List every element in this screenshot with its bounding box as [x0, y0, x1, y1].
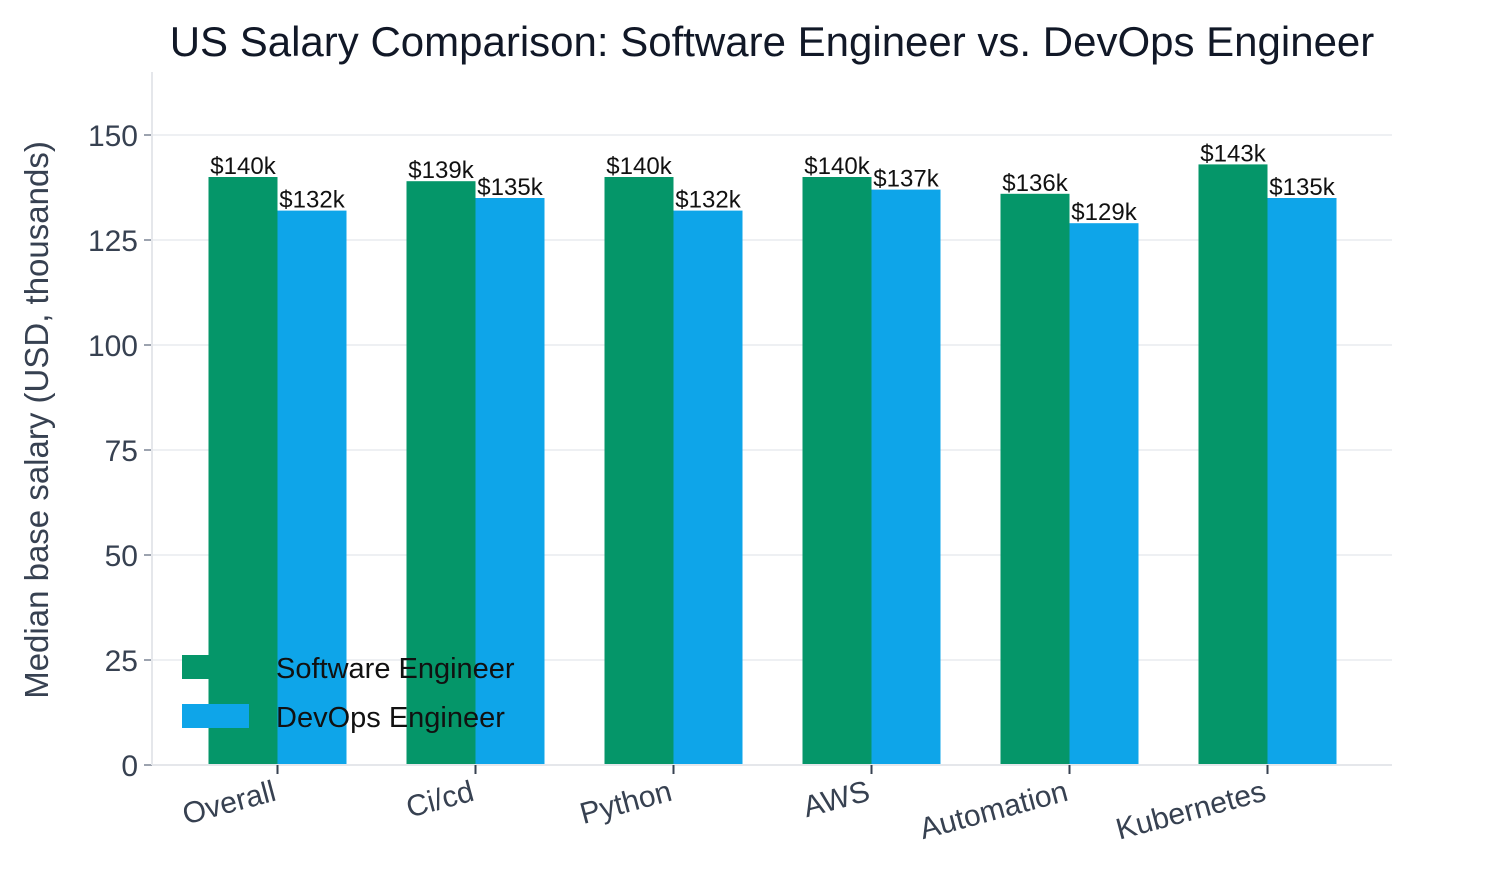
bar-software	[802, 177, 872, 765]
value-label: $137k	[873, 166, 939, 193]
y-tick-label: 150	[88, 120, 138, 153]
bar-devops	[871, 189, 941, 766]
axes	[151, 72, 1392, 766]
y-tick-label: 100	[88, 330, 138, 363]
value-label: $136k	[1002, 170, 1068, 197]
bar-software	[604, 177, 674, 765]
bar-devops	[1267, 198, 1337, 765]
value-label: $140k	[606, 153, 672, 180]
chart-title: US Salary Comparison: Software Engineer …	[170, 18, 1375, 65]
value-label: $135k	[1269, 174, 1335, 201]
value-label: $132k	[279, 187, 345, 214]
value-label: $140k	[804, 153, 870, 180]
x-tick-label: Ci/cd	[403, 775, 478, 825]
bar-devops	[475, 198, 545, 765]
legend-swatch	[182, 655, 249, 679]
y-tick-label: 0	[121, 750, 138, 783]
bar-software	[406, 181, 476, 765]
y-tick-label: 75	[105, 435, 138, 468]
legend: Software Engineer DevOps Engineer	[182, 653, 515, 734]
bar-devops	[673, 210, 743, 766]
x-tick-label: Automation	[916, 775, 1071, 846]
bar-devops	[1069, 223, 1139, 765]
x-tick-label: Kubernetes	[1113, 775, 1270, 847]
x-tick-label: Python	[577, 775, 676, 831]
y-axis-ticks: 0 25 50 75 100 125 150	[88, 120, 152, 783]
y-tick-label: 50	[105, 540, 138, 573]
bar-devops	[277, 210, 347, 766]
legend-label: DevOps Engineer	[276, 702, 505, 734]
x-tick-label: AWS	[800, 775, 873, 824]
legend-label: Software Engineer	[276, 653, 515, 685]
value-label: $129k	[1071, 199, 1137, 226]
value-labels: $140k $139k $140k $140k $136k $143k $132k $135k…	[210, 140, 1335, 226]
x-axis-ticks: Overall Ci/cd Python AWS Automation Kubernete…	[179, 765, 1269, 846]
value-label: $132k	[675, 187, 741, 214]
y-axis-label: Median base salary (USD, thousands)	[18, 141, 55, 699]
value-label: $135k	[477, 174, 543, 201]
bar-software	[1198, 164, 1268, 765]
legend-swatch	[182, 704, 249, 728]
value-label: $143k	[1200, 140, 1266, 167]
value-label: $139k	[408, 157, 474, 184]
x-tick-label: Overall	[179, 775, 279, 831]
bars	[208, 164, 1337, 766]
gridlines	[152, 134, 1392, 766]
value-label: $140k	[210, 153, 276, 180]
y-tick-label: 125	[88, 225, 138, 258]
bar-software	[1000, 193, 1070, 766]
y-tick-label: 25	[105, 645, 138, 678]
